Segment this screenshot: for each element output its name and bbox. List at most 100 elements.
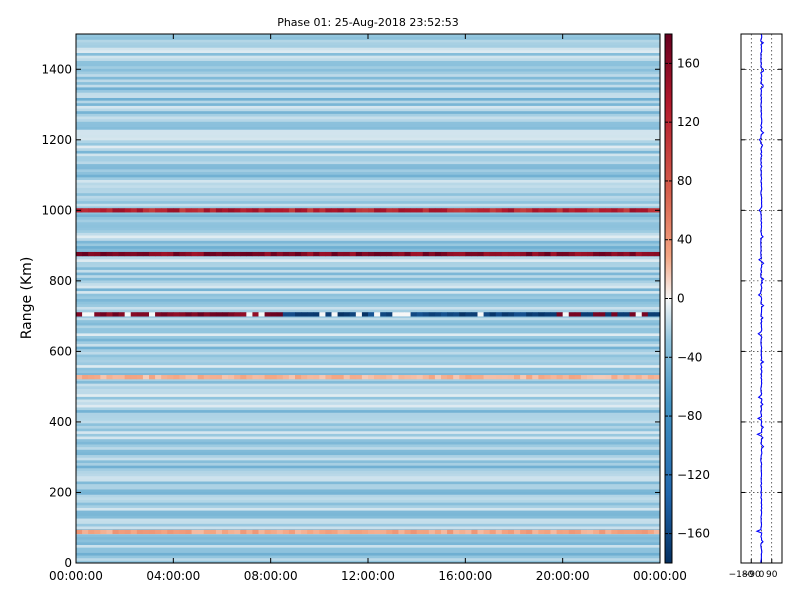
heatmap-band-cell <box>215 375 223 380</box>
heatmap-band-cell <box>483 251 491 257</box>
heatmap-band-cell <box>282 375 290 380</box>
heatmap-band-cell <box>288 312 296 317</box>
heatmap-band-cell <box>532 529 539 535</box>
heatmap-band-cell <box>270 251 278 257</box>
heatmap-band-cell <box>234 312 241 317</box>
heatmap-row <box>76 47 660 51</box>
heatmap-band-cell <box>538 375 545 380</box>
heatmap-band-cell <box>550 208 557 213</box>
heatmap-band-cell <box>136 375 144 380</box>
heatmap-band-cell <box>270 529 278 535</box>
heatmap-band-cell <box>136 208 144 213</box>
y-tick-label: 800 <box>49 274 72 288</box>
colorbar-tick-label: −160 <box>677 527 710 541</box>
heatmap-band-cell <box>538 529 545 535</box>
heatmap-band-cell <box>374 312 381 317</box>
heatmap-row <box>76 547 660 551</box>
heatmap-row <box>76 351 660 355</box>
heatmap-band-cell <box>434 529 442 535</box>
heatmap-band-cell <box>124 375 132 380</box>
heatmap-row <box>76 272 660 276</box>
heatmap-row <box>76 436 660 440</box>
heatmap-band-cell <box>520 529 527 535</box>
heatmap-row <box>76 459 660 463</box>
heatmap-band-cell <box>301 251 308 257</box>
heatmap-band-cell <box>617 312 624 317</box>
heatmap-band-cell <box>398 375 405 380</box>
heatmap-row <box>76 192 660 196</box>
heatmap-band-cell <box>489 375 497 380</box>
heatmap-band-cell <box>477 529 484 535</box>
heatmap-band-cell <box>489 208 497 213</box>
heatmap-band-cell <box>495 312 503 317</box>
heatmap-band-cell <box>349 529 357 535</box>
heatmap-band-cell <box>276 208 284 213</box>
heatmap-band-cell <box>209 208 217 213</box>
heatmap-band-cell <box>447 208 454 213</box>
heatmap-row <box>76 293 660 297</box>
heatmap-band-cell <box>587 208 594 213</box>
heatmap-band-cell <box>380 529 387 535</box>
heatmap-band-cell <box>459 251 466 257</box>
heatmap-row <box>76 377 660 381</box>
heatmap-band-cell <box>215 312 223 317</box>
heatmap-band-cell <box>313 312 320 317</box>
heatmap-band-cell <box>94 208 101 213</box>
heatmap-band-cell <box>149 375 156 380</box>
heatmap-band-cell <box>142 312 150 317</box>
heatmap-row <box>76 491 660 495</box>
heatmap-row <box>76 237 660 241</box>
heatmap-band-cell <box>130 208 138 213</box>
heatmap-band-cell <box>538 312 545 317</box>
heatmap-band-cell <box>82 251 89 257</box>
heatmap-band-cell <box>343 312 351 317</box>
heatmap-band-cell <box>361 251 369 257</box>
heatmap-band-cell <box>556 251 564 257</box>
heatmap-band-cell <box>611 208 618 213</box>
heatmap-band-cell <box>118 375 126 380</box>
heatmap-row <box>76 145 660 149</box>
heatmap-row <box>76 102 660 106</box>
profile-series-line <box>755 33 765 564</box>
heatmap-row <box>76 240 660 244</box>
heatmap-band-cell <box>526 208 533 213</box>
heatmap-band-cell <box>228 208 235 213</box>
heatmap-band-cell <box>568 529 576 535</box>
heatmap-band-cell <box>453 312 460 317</box>
colorbar-tick-label: 40 <box>677 233 692 247</box>
heatmap-row <box>76 142 660 146</box>
heatmap-row <box>76 116 660 120</box>
heatmap-row <box>76 343 660 347</box>
heatmap-band-cell <box>307 529 314 535</box>
heatmap-band-cell <box>246 208 253 213</box>
heatmap-band-cell <box>532 312 539 317</box>
heatmap-band-cell <box>349 251 357 257</box>
heatmap-row <box>76 430 660 434</box>
heatmap-band-cell <box>307 208 314 213</box>
y-axis-label: Range (Km) <box>19 257 35 340</box>
heatmap-band-cell <box>282 251 290 257</box>
heatmap-band-cell <box>161 529 168 535</box>
heatmap-row <box>76 348 660 352</box>
heatmap-band-cell <box>465 251 472 257</box>
heatmap-row <box>76 232 660 236</box>
heatmap-row <box>76 335 660 339</box>
heatmap-band-cell <box>422 251 430 257</box>
heatmap-row <box>76 359 660 363</box>
heatmap-band-cell <box>130 529 138 535</box>
heatmap-band-cell <box>288 251 296 257</box>
heatmap-band-cell <box>331 208 338 213</box>
heatmap-row <box>76 496 660 501</box>
heatmap-band-cell <box>374 208 381 213</box>
heatmap-band-cell <box>459 529 466 535</box>
heatmap-band-cell <box>398 312 405 317</box>
heatmap-band-cell <box>544 251 551 257</box>
heatmap-band-cell <box>313 375 320 380</box>
heatmap-row <box>76 446 660 450</box>
heatmap-row <box>76 406 660 411</box>
heatmap-band-cell <box>532 208 539 213</box>
heatmap-row <box>76 295 660 300</box>
heatmap-band-cell <box>392 375 399 380</box>
heatmap-row <box>76 319 660 323</box>
heatmap-band-cell <box>136 251 144 257</box>
